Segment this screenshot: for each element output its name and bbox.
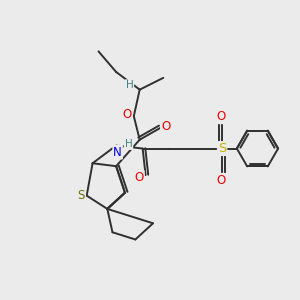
- Text: H: H: [124, 139, 132, 149]
- Text: O: O: [216, 110, 225, 123]
- Text: O: O: [123, 108, 132, 121]
- Text: O: O: [216, 174, 225, 187]
- Text: N: N: [113, 146, 122, 159]
- Text: O: O: [134, 171, 144, 184]
- Text: S: S: [218, 142, 226, 155]
- Text: H: H: [125, 80, 133, 90]
- Text: O: O: [161, 120, 170, 133]
- Text: S: S: [78, 189, 85, 202]
